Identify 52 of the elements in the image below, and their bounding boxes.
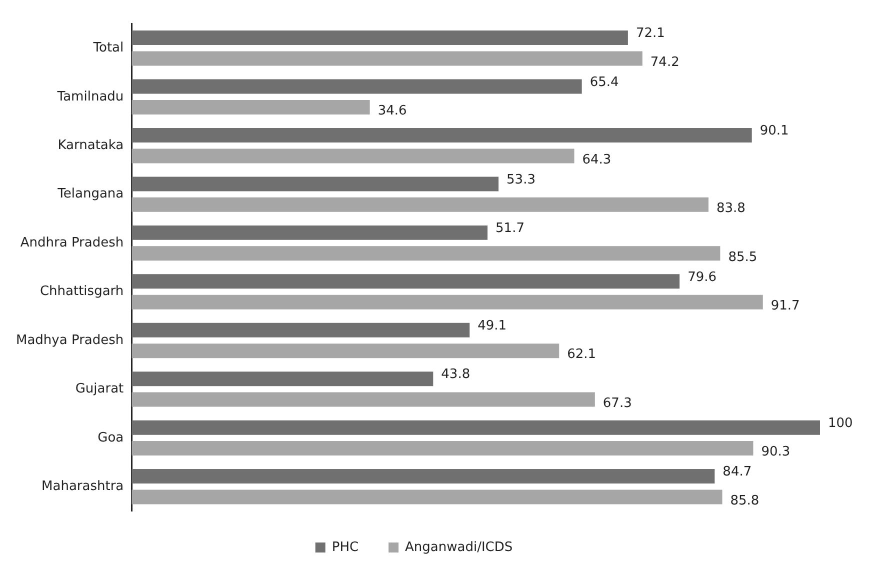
- bar: [132, 294, 763, 310]
- data-label: 65.4: [590, 74, 619, 90]
- bar: [132, 246, 720, 261]
- legend-label: Anganwadi/ICDS: [405, 540, 513, 555]
- bar: [132, 441, 754, 456]
- data-label: 90.3: [761, 444, 790, 460]
- bar: [132, 274, 680, 289]
- data-label: 34.6: [378, 104, 407, 119]
- data-label: 62.1: [567, 347, 596, 362]
- bar: [132, 372, 434, 386]
- data-label: 53.3: [506, 172, 536, 188]
- y-tick-label: Telangana: [56, 186, 124, 202]
- data-label: 91.7: [770, 298, 800, 314]
- data-label: 79.6: [688, 270, 717, 285]
- bar: [132, 469, 715, 484]
- y-tick-label: Chhattisgarh: [40, 284, 124, 300]
- y-tick-label: Andhra Pradesh: [20, 235, 124, 250]
- bar: [132, 30, 628, 46]
- data-label: 72.1: [636, 26, 665, 42]
- data-label: 85.5: [728, 250, 758, 265]
- data-label: 85.8: [730, 493, 760, 508]
- data-label: 67.3: [602, 396, 632, 411]
- bar: [132, 79, 582, 94]
- y-tick-label: Karnataka: [58, 138, 124, 153]
- data-label: 84.7: [722, 464, 752, 480]
- y-tick-label: Goa: [98, 430, 124, 446]
- bar: [132, 225, 488, 240]
- y-tick-label: Gujarat: [75, 382, 124, 397]
- y-tick-label: Maharashtra: [42, 479, 124, 494]
- y-tick-label: Madhya Pradesh: [16, 332, 124, 348]
- bar: [132, 51, 642, 66]
- bar: [132, 322, 470, 338]
- bar: [132, 420, 820, 435]
- bar: [132, 197, 708, 212]
- bar: [132, 176, 499, 192]
- data-label: 100: [828, 416, 853, 431]
- data-label: 90.1: [760, 124, 789, 139]
- bar: [132, 344, 560, 358]
- bar: [132, 392, 595, 407]
- data-label: 49.1: [478, 318, 507, 334]
- bar: [132, 148, 574, 164]
- y-tick-label: Total: [92, 40, 124, 56]
- data-label: 43.8: [441, 367, 470, 382]
- bar: [132, 490, 722, 504]
- bar: [132, 128, 752, 142]
- bar: [132, 100, 370, 114]
- y-tick-label: Tamilnadu: [56, 89, 124, 104]
- legend-label: PHC: [332, 540, 359, 555]
- data-label: 74.2: [650, 54, 680, 70]
- data-label: 64.3: [582, 152, 612, 168]
- data-label: 83.8: [716, 201, 746, 216]
- data-label: 51.7: [496, 221, 524, 236]
